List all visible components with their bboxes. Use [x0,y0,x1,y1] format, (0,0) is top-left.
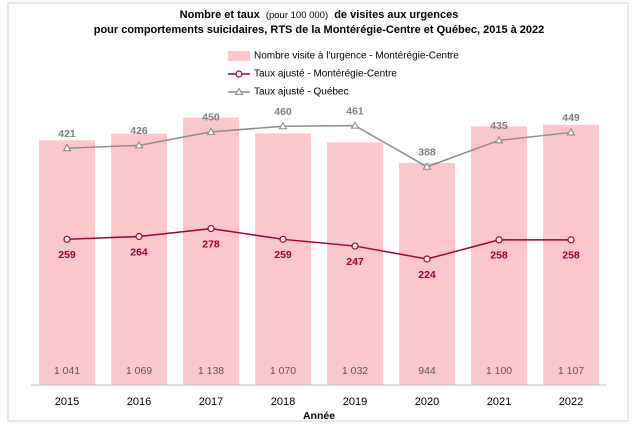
line-value-label: 435 [490,120,508,132]
line-marker [63,235,71,243]
line-marker [279,235,287,243]
bar-value-label: 944 [418,365,436,377]
bar [543,124,599,385]
line-value-label: 461 [346,105,364,117]
bar-value-label: 1 041 [54,365,80,377]
x-axis-title: Année [303,410,335,422]
line-marker [135,232,143,241]
line-value-label: 259 [274,249,292,261]
line-value-label: 224 [418,269,436,281]
bar [399,163,455,385]
x-tick-label: 2018 [271,396,295,408]
line-marker [567,236,575,244]
line-value-label: 421 [58,128,76,140]
legend-marker [234,87,244,96]
line-marker [207,225,215,233]
line-value-label: 460 [274,106,292,118]
line-value-label: 449 [562,112,580,124]
line-value-label: 388 [418,147,436,159]
line-marker [566,127,576,136]
chart-title: pour comportements suicidaires, RTS de l… [94,24,545,36]
line-value-label: 258 [490,250,508,262]
line-value-label: 450 [202,112,220,124]
line-marker [62,143,72,152]
line-value-label: 426 [130,125,148,137]
line-marker [206,127,216,135]
bar [471,126,527,385]
title-part: de visites aux urgences [334,9,458,21]
line-value-label: 259 [58,249,76,261]
bar-value-label: 1 107 [558,365,584,377]
chart-frame [7,2,629,422]
line-marker [495,236,503,244]
bar-value-label: 1 138 [198,365,224,377]
line-value-label: 264 [130,246,148,258]
line-marker [350,121,360,129]
line-marker [278,121,288,130]
x-tick-label: 2021 [487,396,511,408]
legend-label: Nombre visite à l'urgence - Montérégie-C… [254,51,459,62]
line-marker [494,135,504,144]
line-marker [422,162,432,170]
line [66,124,572,168]
bar-value-label: 1 100 [486,365,512,377]
line-marker [423,255,431,263]
x-tick-label: 2016 [127,396,151,408]
bar [39,140,95,385]
legend-label: Taux ajusté - Québec [254,87,349,98]
bar-value-label: 1 032 [342,365,368,377]
legend-swatch [228,51,250,61]
title-part: Nombre et taux [180,9,261,21]
bar-value-label: 1 069 [126,365,152,377]
legend-label: Taux ajusté - Montérégie-Centre [254,69,397,80]
line [66,227,571,260]
line-value-label: 247 [346,256,364,268]
bar [183,117,239,385]
line-marker [134,140,144,149]
bar [327,142,383,385]
legend-marker [235,70,243,78]
bar [111,133,167,385]
bar [255,133,311,385]
x-tick-label: 2015 [55,396,79,408]
chart-title: Nombre et taux (pour 100 000) de visites… [180,9,459,21]
line-value-label: 258 [562,250,580,262]
x-tick-label: 2017 [199,396,223,408]
bar-value-label: 1 070 [270,365,296,377]
x-tick-label: 2022 [559,396,583,408]
x-tick-label: 2020 [415,396,439,408]
line-marker [351,242,359,250]
x-tick-label: 2019 [343,396,367,408]
line-value-label: 278 [202,238,220,250]
title-part: (pour 100 000) [266,10,328,21]
